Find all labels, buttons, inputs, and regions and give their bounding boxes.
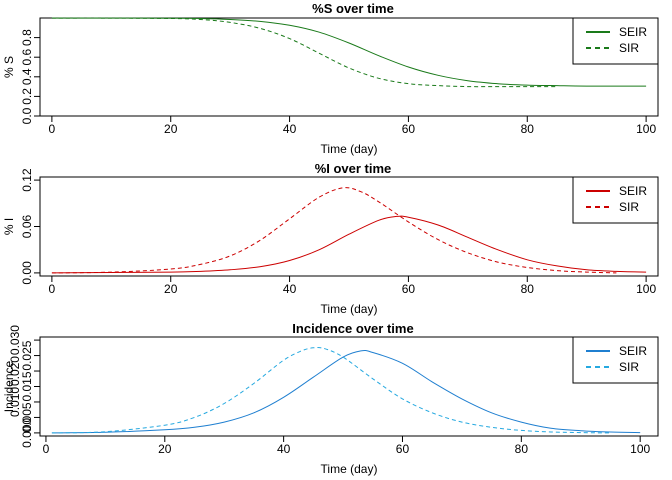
y-tick-label: 0.8 <box>20 29 34 46</box>
x-tick-label: 100 <box>630 442 650 456</box>
legend-box <box>572 17 659 65</box>
y-tick-label: 0.06 <box>20 214 34 238</box>
y-tick-label: 0.025 <box>20 340 34 370</box>
series-line-seir <box>51 215 647 274</box>
series-line-seir <box>51 17 647 87</box>
legend-label: SIR <box>619 200 639 214</box>
y-tick-label: 0.015 <box>20 371 34 401</box>
x-tick-label: 40 <box>277 442 291 456</box>
legend-label: SIR <box>619 41 639 55</box>
x-axis-label: Time (day) <box>321 462 378 476</box>
y-axis-label: Incidence <box>2 360 16 412</box>
legend-box <box>572 176 659 224</box>
y-tick-label: 0.00 <box>20 261 34 285</box>
x-tick-label: 0 <box>49 122 56 136</box>
y-tick-label: 0.000 <box>20 418 34 448</box>
y-tick-label: 0.12 <box>20 168 34 192</box>
legend-label: SEIR <box>619 184 647 198</box>
x-axis-label: Time (day) <box>321 142 378 156</box>
x-tick-label: 40 <box>283 282 297 296</box>
legend-label: SEIR <box>619 25 647 39</box>
x-tick-label: 40 <box>283 122 297 136</box>
plot-frame <box>39 336 659 437</box>
chart-title: %I over time <box>315 161 392 176</box>
x-tick-label: 80 <box>521 122 535 136</box>
y-tick-label: 0.0 <box>20 107 34 124</box>
x-tick-label: 0 <box>43 442 50 456</box>
x-tick-label: 60 <box>402 122 416 136</box>
series-line-sir <box>51 347 611 434</box>
y-tick-label-secondary: 0.020 <box>8 356 22 386</box>
series-line-sir <box>51 17 557 88</box>
x-tick-label: 100 <box>636 122 656 136</box>
legend-label: SEIR <box>619 344 647 358</box>
legend-label: SIR <box>619 360 639 374</box>
x-tick-label: 20 <box>164 282 178 296</box>
x-tick-label: 100 <box>636 282 656 296</box>
y-tick-label-secondary: 0.010 <box>8 387 22 417</box>
panel-2: %I over time 0 20 40 60 80 100 Time (day) 0.00 0.… <box>2 161 659 316</box>
chart-title: %S over time <box>312 1 394 16</box>
y-tick-label: 0.6 <box>20 49 34 66</box>
series-line-seir <box>51 350 641 434</box>
y-tick-label-secondary: 0.030 <box>8 325 22 355</box>
panel-1: %S over time 0 20 40 60 80 100 Time (day) 0.0 0.2… <box>2 1 659 156</box>
x-tick-label: 60 <box>402 282 416 296</box>
x-tick-label: 60 <box>396 442 410 456</box>
plot-frame <box>39 176 659 277</box>
panel-3: Incidence over time 0 20 40 60 80 100 Time (day… <box>2 321 659 476</box>
y-axis-label: % I <box>2 218 16 235</box>
x-tick-label: 80 <box>521 282 535 296</box>
x-axis-label: Time (day) <box>321 302 378 316</box>
chart-title: Incidence over time <box>292 321 413 336</box>
x-tick-label: 20 <box>164 122 178 136</box>
y-tick-label: 0.2 <box>20 88 34 105</box>
y-tick-label: 0.4 <box>20 68 34 85</box>
series-line-sir <box>51 187 617 274</box>
x-tick-label: 0 <box>49 282 56 296</box>
x-tick-label: 20 <box>158 442 172 456</box>
plot-frame <box>39 17 659 117</box>
y-tick-label: 0.005 <box>20 402 34 432</box>
x-tick-label: 80 <box>515 442 529 456</box>
y-axis-label: % S <box>2 56 16 78</box>
legend-box <box>572 336 659 384</box>
